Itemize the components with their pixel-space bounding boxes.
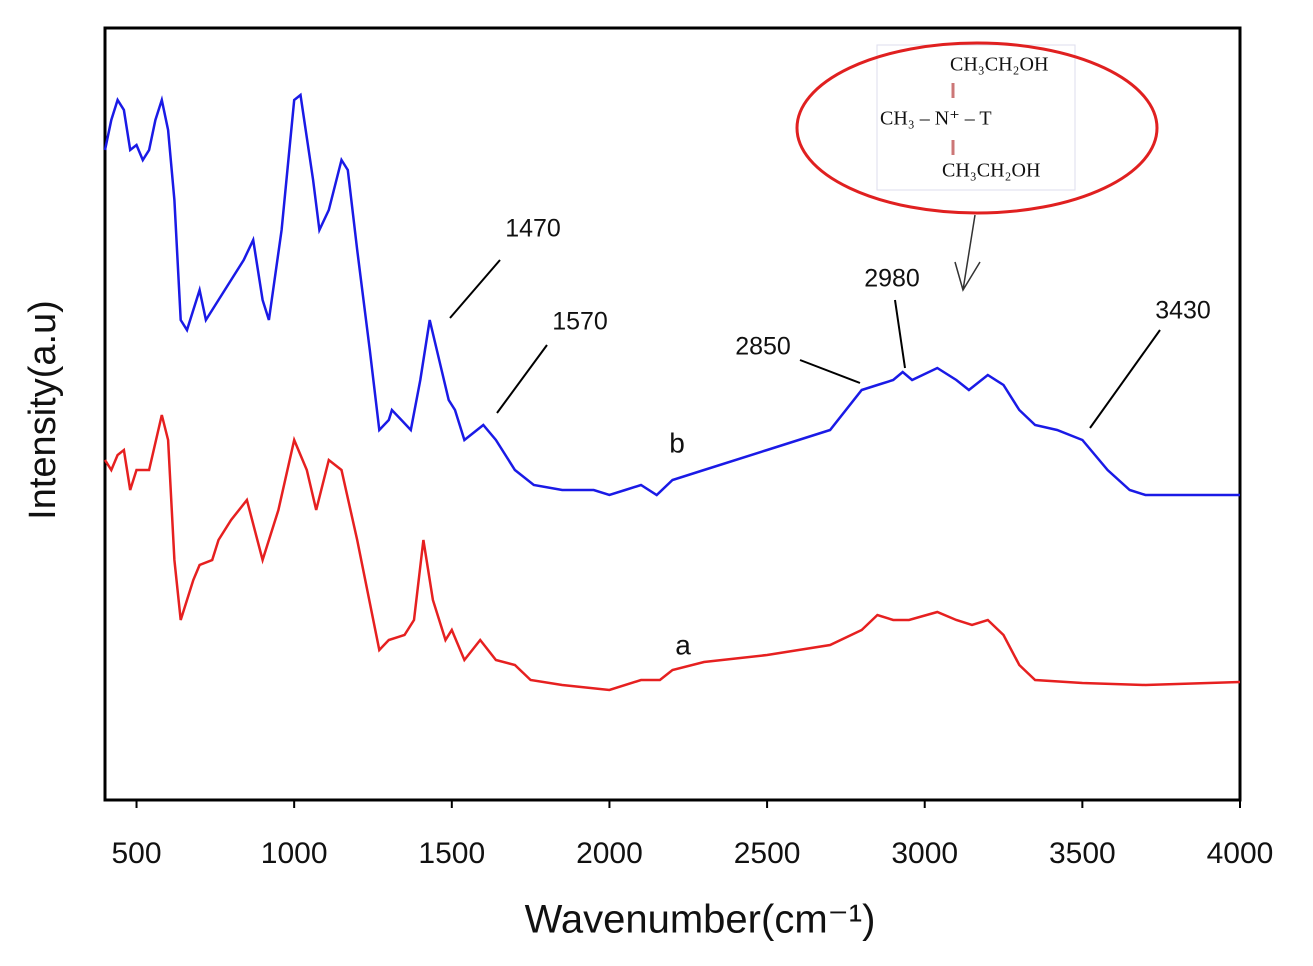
inset-arrow: [954, 214, 981, 292]
x-tick-label: 3500: [1049, 837, 1116, 870]
x-axis-label: Wavenumber(cm⁻¹): [525, 898, 876, 942]
annotation: 1570: [552, 308, 608, 336]
annotation: 2850: [735, 333, 791, 361]
x-tick-label: 500: [111, 837, 161, 870]
inset-text: CH₃CH₂OH: [942, 160, 1040, 182]
x-tick-label: 2500: [734, 837, 801, 870]
spectrum-line: [103, 414, 1241, 692]
annotation-leader: [496, 344, 548, 414]
annotation: 2980: [864, 265, 920, 293]
inset-text: CH₃CH₂OH: [950, 54, 1048, 76]
x-tick-label: 1000: [261, 837, 328, 870]
plot-frame: [103, 26, 1242, 802]
annotation-leader: [1089, 329, 1161, 429]
annotation: 1470: [505, 215, 561, 243]
inset-ellipse: [795, 41, 1159, 215]
inset-box: [876, 44, 1076, 191]
x-tick-label: 1500: [418, 837, 485, 870]
inset-text: CH₃ – N⁺ – T: [880, 108, 992, 130]
annotation-leader: [449, 259, 501, 319]
annotation-leader: [894, 299, 906, 369]
y-axis-label: Intensity(a.u): [22, 300, 64, 520]
x-tick-label: 4000: [1207, 837, 1274, 870]
x-tick-label: 3000: [891, 837, 958, 870]
spectrum-line: [103, 92, 1240, 497]
x-tick-label: 2000: [576, 837, 643, 870]
series-label: a: [675, 629, 691, 660]
annotation-leader: [799, 359, 861, 384]
series-label: b: [669, 427, 685, 458]
annotation: 3430: [1155, 297, 1211, 325]
